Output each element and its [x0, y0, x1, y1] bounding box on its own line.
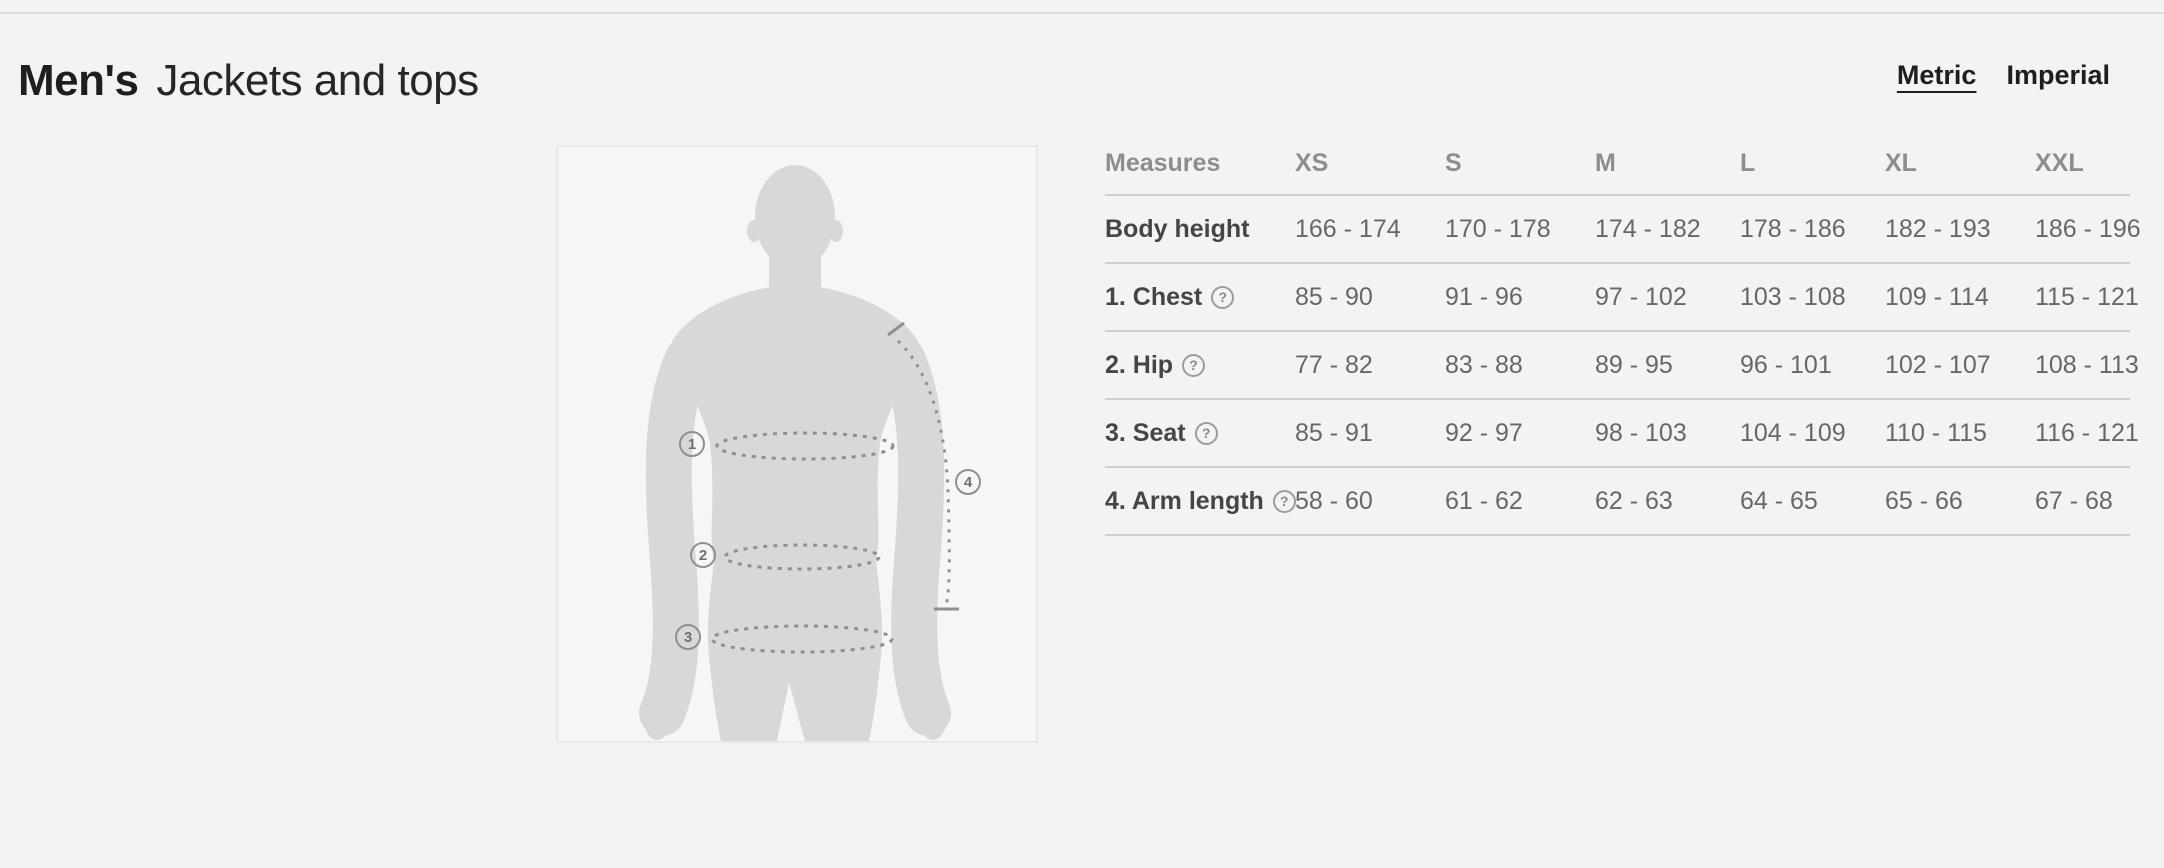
size-value-cell: 178 - 186 [1740, 214, 1846, 243]
marker-seat: 3 [675, 624, 701, 650]
table-row: 4. Arm length? 58 - 60 61 - 62 62 - 63 64 - … [1105, 468, 2130, 536]
size-value-cell: 174 - 182 [1595, 214, 1701, 243]
size-table: Measures XS S M L XL XXL Body height 166 - 174 17… [1105, 132, 2141, 536]
row-label: 4. Arm length? [1105, 486, 1296, 516]
help-icon[interactable]: ? [1272, 489, 1296, 513]
size-value-cell: 91 - 96 [1445, 282, 1523, 311]
size-value-cell: 182 - 193 [1885, 214, 1991, 243]
body-diagram-panel: 1 2 3 4 [556, 145, 1038, 743]
title-section: Jackets and tops [156, 56, 479, 105]
row-label-text: 2. Hip [1105, 350, 1174, 379]
arm-length-measure-line [887, 321, 959, 611]
row-label: Body height [1105, 215, 1295, 244]
size-value-cell: 116 - 121 [2035, 418, 2139, 447]
row-label: 3. Seat? [1105, 419, 1295, 448]
table-header-size-xl: XL [1885, 148, 1917, 177]
size-value-cell: 61 - 62 [1445, 486, 1523, 515]
row-label-text: 4. Arm length [1105, 486, 1264, 515]
marker-arm-length: 4 [955, 469, 981, 495]
table-row: Body height 166 - 174 170 - 178 174 - 182 17… [1105, 196, 2141, 264]
size-value-cell: 102 - 107 [1885, 350, 1991, 379]
size-value-cell: 96 - 101 [1740, 350, 1832, 379]
table-header-size-xxl: XXL [2035, 148, 2084, 177]
table-header-row: Measures XS S M L XL XXL [1105, 132, 2130, 196]
help-icon[interactable]: ? [1194, 421, 1218, 445]
table-row: 2. Hip? 77 - 82 83 - 88 89 - 95 96 - 101 102 … [1105, 332, 2139, 400]
size-value-cell: 77 - 82 [1295, 350, 1373, 379]
help-icon[interactable]: ? [1211, 285, 1235, 309]
seat-measure-ellipse [710, 624, 894, 654]
page-title: Men's Jackets and tops [18, 56, 479, 106]
size-value-cell: 92 - 97 [1445, 418, 1523, 447]
size-value-cell: 103 - 108 [1740, 282, 1846, 311]
size-value-cell: 166 - 174 [1295, 214, 1401, 243]
table-header-size-s: S [1445, 148, 1462, 177]
row-label-text: 3. Seat [1105, 418, 1186, 447]
size-value-cell: 97 - 102 [1595, 282, 1687, 311]
size-value-cell: 67 - 68 [2035, 486, 2113, 515]
unit-toggle: Metric Imperial [1897, 60, 2110, 91]
size-value-cell: 98 - 103 [1595, 418, 1687, 447]
metric-tab[interactable]: Metric [1896, 60, 1977, 90]
size-value-cell: 62 - 63 [1595, 486, 1673, 515]
size-value-cell: 108 - 113 [2035, 350, 2139, 379]
size-value-cell: 104 - 109 [1740, 418, 1846, 447]
body-measurement-diagram [639, 165, 959, 741]
marker-chest: 1 [679, 431, 705, 457]
help-icon[interactable]: ? [1182, 353, 1206, 377]
table-row: 1. Chest? 85 - 90 91 - 96 97 - 102 103 - 108… [1105, 264, 2139, 332]
title-category: Men's [18, 56, 139, 105]
row-label: 2. Hip? [1105, 351, 1295, 380]
size-value-cell: 65 - 66 [1885, 486, 1963, 515]
top-divider [0, 12, 2164, 14]
size-value-cell: 83 - 88 [1445, 350, 1523, 379]
hip-measure-ellipse [723, 543, 881, 571]
size-value-cell: 85 - 91 [1295, 418, 1373, 447]
leg-gap [777, 683, 805, 741]
marker-hip: 2 [690, 542, 716, 568]
chest-measure-ellipse [715, 431, 895, 461]
size-value-cell: 110 - 115 [1885, 418, 1987, 447]
size-value-cell: 64 - 65 [1740, 486, 1818, 515]
table-header-size-m: M [1595, 148, 1616, 177]
size-value-cell: 58 - 60 [1295, 486, 1373, 515]
table-row: 3. Seat? 85 - 91 92 - 97 98 - 103 104 - 109 1… [1105, 400, 2139, 468]
row-label-text: Body height [1105, 214, 1250, 243]
row-label: 1. Chest? [1105, 283, 1295, 312]
size-value-cell: 186 - 196 [2035, 214, 2141, 243]
table-header-size-l: L [1740, 148, 1756, 177]
size-value-cell: 89 - 95 [1595, 350, 1673, 379]
row-label-text: 1. Chest [1105, 282, 1203, 311]
size-value-cell: 109 - 114 [1885, 282, 1989, 311]
table-header-measures: Measures [1105, 148, 1221, 177]
table-header-size-xs: XS [1295, 148, 1329, 177]
imperial-tab[interactable]: Imperial [2006, 60, 2110, 90]
size-value-cell: 85 - 90 [1295, 282, 1373, 311]
size-value-cell: 115 - 121 [2035, 282, 2139, 311]
size-value-cell: 170 - 178 [1445, 214, 1551, 243]
